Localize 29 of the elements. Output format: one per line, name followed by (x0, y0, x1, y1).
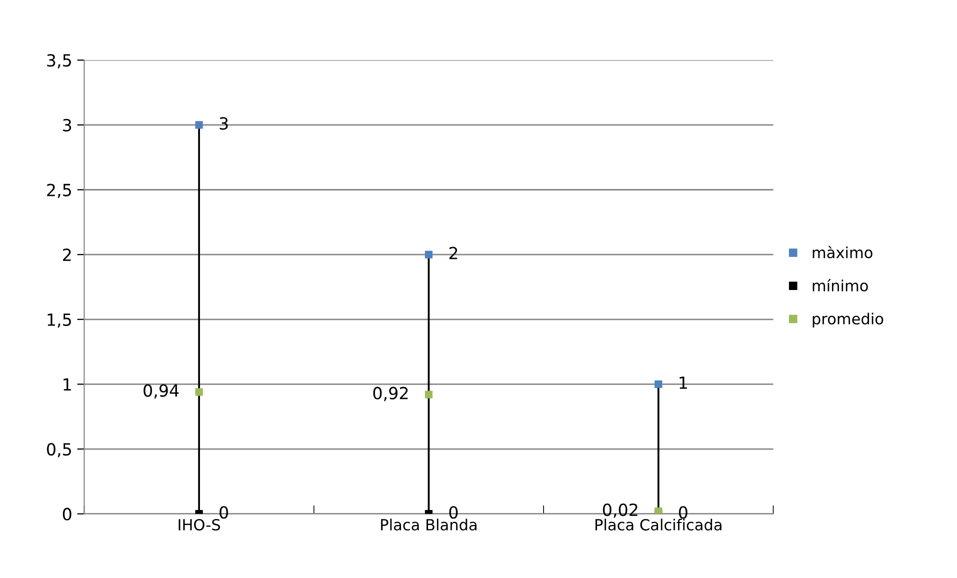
x-tick-label: Placa Blanda (381, 518, 476, 531)
point (424, 390, 433, 398)
data-label: 1 (680, 376, 687, 389)
data-label: 0,94 (144, 384, 179, 399)
data-label: 2 (449, 246, 458, 260)
point (195, 388, 203, 396)
x-tick-label: Placa Calcificada (596, 518, 722, 531)
y-tick-label: 0,5 (47, 442, 71, 458)
data-label: 3 (220, 117, 228, 130)
data-label: 0 (449, 506, 458, 519)
point (654, 380, 662, 388)
y-tick-label: 2 (63, 248, 71, 261)
data-label: 0,02 (602, 503, 638, 518)
legend-label: mínimo (812, 278, 868, 292)
y-tick-label: 1 (64, 378, 71, 391)
legend-label: màximo (812, 246, 872, 258)
y-tick-label: 0 (62, 508, 72, 520)
point (424, 250, 433, 258)
data-label: 0 (220, 506, 228, 519)
data-label: 0 (678, 506, 688, 519)
legend-label: promedio (812, 312, 884, 328)
y-tick-label: 2,5 (47, 184, 71, 198)
data-label: 0,92 (373, 386, 408, 402)
y-tick-label: 3 (63, 118, 72, 132)
point (654, 507, 662, 514)
y-tick-label: 1,5 (48, 314, 71, 328)
point (195, 121, 203, 129)
x-tick-label: IHO-S (178, 518, 220, 531)
y-tick-label: 3,5 (47, 54, 71, 68)
